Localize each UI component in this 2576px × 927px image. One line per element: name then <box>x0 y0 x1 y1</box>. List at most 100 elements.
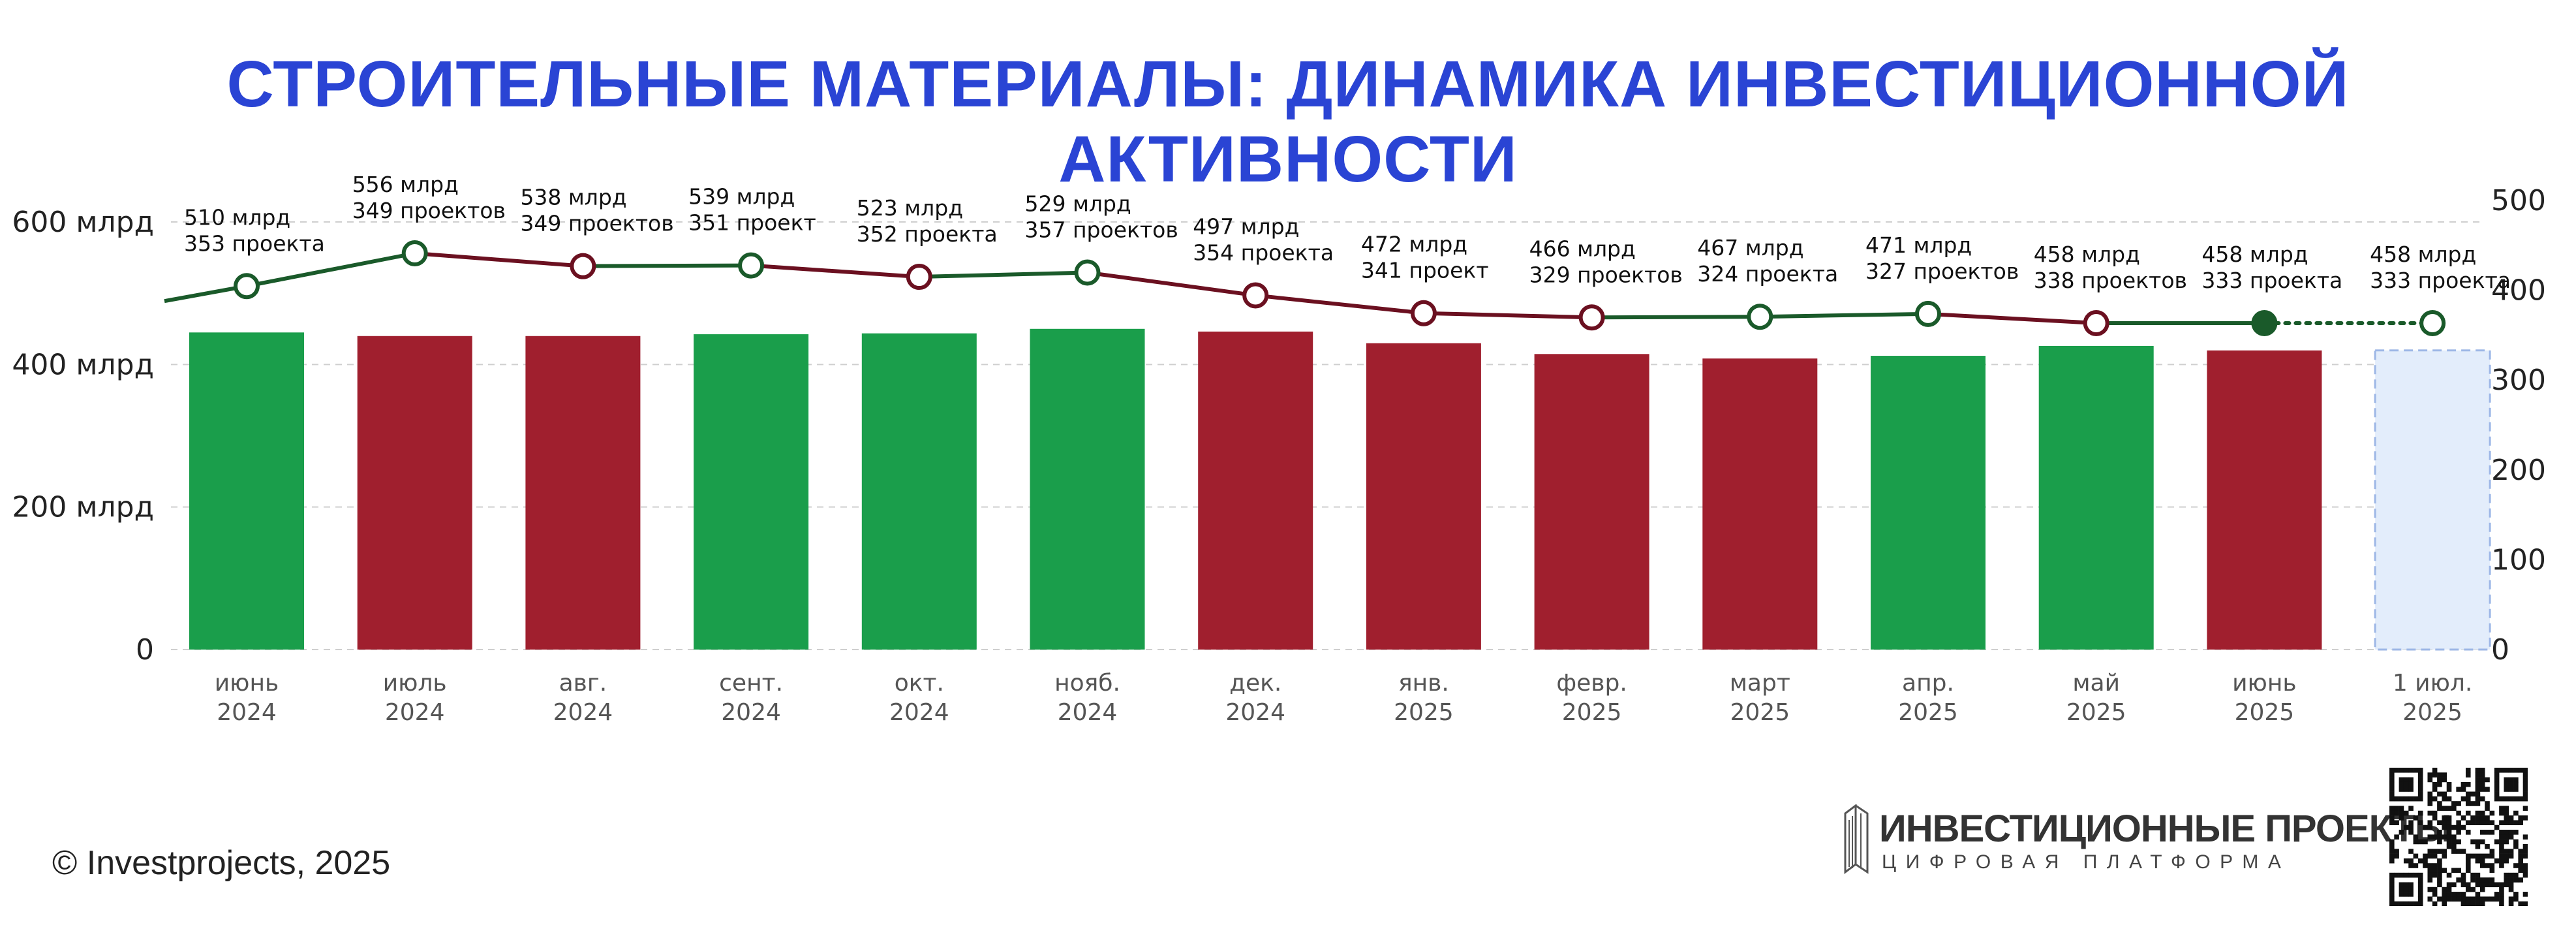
qr-module <box>2470 801 2476 806</box>
qr-module <box>2518 820 2523 826</box>
qr-module <box>2389 791 2395 797</box>
qr-module <box>2413 839 2419 845</box>
qr-module <box>2432 868 2438 873</box>
qr-module <box>2461 872 2466 878</box>
qr-module <box>2389 882 2395 888</box>
qr-module <box>2499 863 2504 868</box>
qr-module <box>2456 787 2461 792</box>
qr-module <box>2475 882 2481 888</box>
qr-module <box>2417 791 2423 797</box>
qr-module <box>2504 882 2509 888</box>
qr-module <box>2465 796 2471 802</box>
qr-module <box>2489 853 2495 859</box>
qr-module <box>2451 896 2457 902</box>
x-tick-label: 2025 <box>2402 699 2462 726</box>
qr-module <box>2442 806 2447 811</box>
line-point <box>1410 300 1437 326</box>
qr-module <box>2475 896 2481 902</box>
data-label: 466 млрд <box>1529 236 1636 261</box>
qr-module <box>2479 858 2485 864</box>
qr-module <box>2437 830 2442 835</box>
bar <box>1702 358 1818 650</box>
qr-module <box>2399 872 2404 878</box>
x-tick-label: июль <box>383 670 447 697</box>
qr-module <box>2427 896 2433 902</box>
qr-module <box>2465 901 2471 906</box>
qr-module <box>2513 843 2519 849</box>
brand-logo[interactable]: ИНВЕСТИЦИОННЫЕ ПРОЕКТЫ ЦИФРОВАЯ ПЛАТФОРМ… <box>1841 804 2452 876</box>
qr-module <box>2479 796 2485 802</box>
bar <box>861 333 977 650</box>
qr-module <box>2522 777 2528 783</box>
qr-module <box>2489 896 2495 902</box>
qr-module <box>2513 863 2519 868</box>
qr-module <box>2470 791 2476 797</box>
x-tick-label: 2024 <box>1058 699 1118 726</box>
x-tick-label: май <box>2072 670 2120 697</box>
qr-module <box>2479 777 2485 783</box>
qr-module <box>2499 887 2504 892</box>
qr-module <box>2499 849 2504 854</box>
data-label: 333 проекта <box>2201 268 2342 293</box>
qr-module <box>2475 901 2481 906</box>
x-tick-label: 2024 <box>1225 699 1285 726</box>
qr-module <box>2465 863 2471 868</box>
qr-module <box>2437 858 2442 864</box>
qr-module <box>2499 796 2504 802</box>
qr-module <box>2446 896 2452 902</box>
qr-code-icon[interactable] <box>2389 768 2528 906</box>
qr-module <box>2504 768 2509 773</box>
qr-module <box>2461 781 2466 787</box>
qr-module <box>2499 896 2504 902</box>
qr-module <box>2522 853 2528 859</box>
qr-module <box>2508 768 2514 773</box>
qr-module <box>2417 772 2423 778</box>
qr-module <box>2399 796 2404 802</box>
qr-module <box>2522 863 2528 868</box>
qr-module <box>2437 849 2442 854</box>
qr-module <box>2470 853 2476 859</box>
qr-module <box>2479 863 2485 868</box>
line-point <box>1074 259 1101 286</box>
qr-module <box>2413 872 2419 878</box>
qr-module <box>2413 853 2419 859</box>
qr-module <box>2504 820 2509 826</box>
qr-module <box>2504 858 2509 864</box>
qr-module <box>2442 777 2447 783</box>
qr-module <box>2451 868 2457 873</box>
qr-module <box>2494 892 2500 897</box>
x-tick-label: янв. <box>1398 670 1449 697</box>
qr-module <box>2479 887 2485 892</box>
qr-module <box>2504 853 2509 859</box>
x-tick-label: апр. <box>1902 670 1954 697</box>
qr-module <box>2408 787 2414 792</box>
line-point <box>1242 282 1269 309</box>
qr-module <box>2504 810 2509 816</box>
qr-module <box>2446 892 2452 897</box>
qr-module <box>2518 849 2523 854</box>
line-segment <box>414 251 583 268</box>
qr-module <box>2479 877 2485 883</box>
qr-module <box>2417 887 2423 892</box>
qr-module <box>2518 853 2523 859</box>
qr-module <box>2465 820 2471 826</box>
data-label: 467 млрд <box>1697 235 1803 260</box>
qr-module <box>2518 796 2523 802</box>
line-point <box>1915 300 1941 327</box>
qr-module <box>2461 815 2466 821</box>
data-label: 338 проектов <box>2034 268 2187 293</box>
right-tick-label: 400 <box>2491 274 2546 307</box>
qr-module <box>2389 772 2395 778</box>
qr-module <box>2522 892 2528 897</box>
qr-module <box>2504 777 2509 783</box>
qr-module <box>2394 820 2399 826</box>
qr-module <box>2442 868 2447 873</box>
qr-module <box>2485 853 2490 859</box>
data-label: 324 проекта <box>1697 261 1838 287</box>
logo-mark-icon <box>1844 804 1869 874</box>
qr-module <box>2451 882 2457 888</box>
qr-module <box>2437 781 2442 787</box>
qr-module <box>2394 872 2399 878</box>
qr-module <box>2513 877 2519 883</box>
data-label: 497 млрд <box>1193 213 1299 239</box>
